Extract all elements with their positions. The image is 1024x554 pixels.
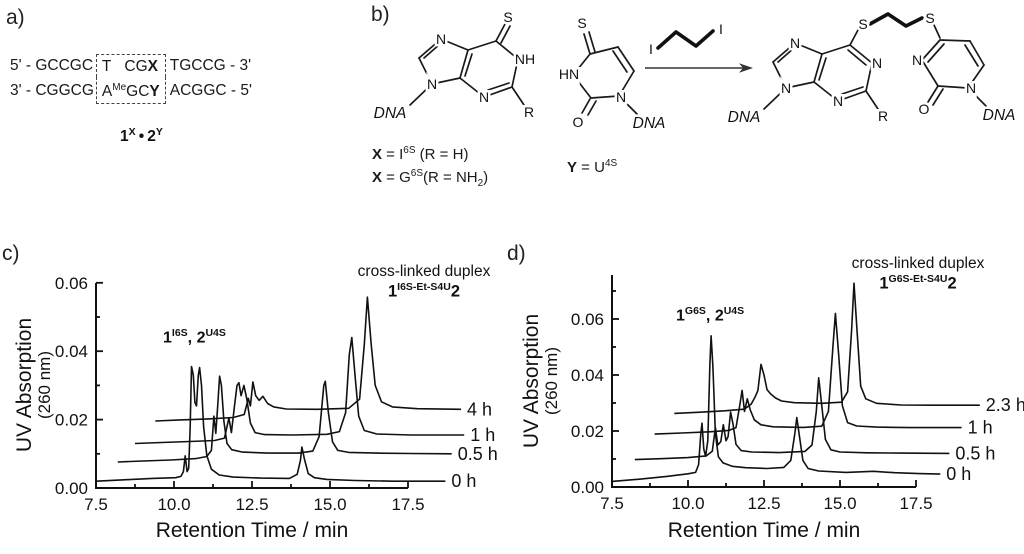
n1-atom: N bbox=[872, 55, 882, 71]
boxed-bottom-segment: AMeGCY bbox=[95, 77, 166, 105]
trace-time-label: 0.5 h bbox=[955, 443, 995, 463]
sequence-top-prefix: 5' - GCCGC bbox=[10, 57, 94, 74]
axes bbox=[611, 275, 916, 488]
duplex-peak-annotation-d: cross-linked duplex 1G6S-Et-S4U2 bbox=[851, 255, 985, 293]
chromatogram-trace bbox=[155, 296, 462, 422]
y-tick-label: 0.06 bbox=[571, 310, 604, 329]
x-tick-label: 15.0 bbox=[823, 494, 856, 513]
n7-atom: N bbox=[436, 31, 446, 47]
thione-s-atom: S bbox=[577, 15, 586, 31]
structure-crosslinked-product: N N N N S R DNA S N O N DNA bbox=[725, 12, 1018, 129]
n1h-atom: NH bbox=[515, 51, 535, 67]
iodo-left: I bbox=[649, 41, 653, 57]
chromatogram-d: 7.5 10.0 12.5 15.0 17.5 0.00 0.02 0.04 0.06 0 h0.… bbox=[571, 275, 1024, 513]
n9-atom: N bbox=[427, 76, 437, 92]
monomer-peak-annotation-d: 1G6S, 2U4S bbox=[676, 305, 745, 325]
n1-atom: N bbox=[616, 89, 626, 105]
carbonyl-o-atom: O bbox=[573, 114, 584, 130]
x-tick-label: 15.0 bbox=[313, 495, 346, 514]
y-axis-title-d: UV Absorption (260 nm) bbox=[520, 313, 561, 449]
y-tick-label: 0.06 bbox=[55, 274, 88, 293]
x-tick-label: 12.5 bbox=[235, 495, 268, 514]
residue-x: X bbox=[147, 58, 158, 75]
chromatogram-trace bbox=[95, 365, 446, 482]
diiodoethane-skeleton bbox=[656, 29, 715, 50]
pyrimidine-n1-atom: N bbox=[966, 80, 976, 96]
panel-d-label: d) bbox=[507, 242, 526, 265]
x-tick-label: 10.0 bbox=[671, 494, 704, 513]
x-definition-2: X = G6S(R = NH2) bbox=[372, 168, 489, 189]
chromatogram-trace bbox=[654, 312, 962, 435]
duplex-name-label: 1X • 2Y bbox=[120, 126, 163, 146]
dna-label: DNA bbox=[374, 105, 407, 122]
trace-time-label: 2.3 h bbox=[986, 395, 1024, 415]
trace-time-label: 1 h bbox=[968, 418, 993, 438]
n9-atom: N bbox=[781, 80, 791, 96]
product-bonds bbox=[763, 12, 987, 110]
thiouracil-bonds bbox=[573, 31, 638, 116]
x-axis-title-d: Retention Time / min bbox=[667, 519, 861, 542]
sequence-top-suffix: TGCCG - 3' bbox=[169, 57, 252, 74]
pyrimidine-n3-atom: N bbox=[912, 52, 922, 68]
thione-s-atom: S bbox=[503, 10, 512, 25]
x-definition-1: X = I6S (R = H) bbox=[372, 145, 469, 163]
x-tick-label: 7.5 bbox=[84, 495, 108, 514]
dna-label: DNA bbox=[633, 115, 666, 132]
panel-a-label: a) bbox=[6, 6, 25, 29]
trace-time-label: 1 h bbox=[470, 425, 495, 445]
y-axis-title-c: UV Absorption (260 nm) bbox=[13, 317, 54, 453]
sequence-bottom-suffix: ACGGC - 5' bbox=[169, 82, 252, 100]
n3h-atom: HN bbox=[559, 66, 579, 82]
y-tick-label: 0.04 bbox=[571, 366, 604, 385]
x-axis-title-c: Retention Time / min bbox=[155, 519, 349, 542]
n7-atom: N bbox=[790, 35, 800, 51]
x-tick-label: 7.5 bbox=[600, 494, 624, 513]
chromatogram-trace bbox=[611, 335, 941, 483]
y-tick-label: 0.02 bbox=[55, 411, 88, 430]
y-tick-label: 0.02 bbox=[571, 422, 604, 441]
trace-time-label: 4 h bbox=[467, 399, 492, 419]
carbonyl-o-atom: O bbox=[919, 101, 930, 117]
x-tick-label: 12.5 bbox=[747, 494, 780, 513]
structure-4-thiouracil: S HN O N DNA bbox=[556, 14, 667, 135]
trace-time-label: 0 h bbox=[946, 464, 971, 484]
thioether-s2-atom: S bbox=[925, 12, 934, 26]
methyl-superscript: Me bbox=[112, 82, 127, 93]
chromatogram-trace bbox=[117, 375, 452, 463]
x-tick-label: 10.0 bbox=[157, 495, 190, 514]
chromatogram-trace bbox=[134, 336, 465, 445]
dna-label: DNA bbox=[728, 109, 761, 126]
chromatogram-trace bbox=[634, 377, 950, 461]
trace-time-label: 0.5 h bbox=[458, 444, 498, 464]
panel-c-label: c) bbox=[2, 242, 20, 265]
reagent-and-arrow: I I bbox=[645, 19, 753, 73]
dna-label: DNA bbox=[983, 107, 1016, 124]
y-tick-label: 0.00 bbox=[55, 479, 88, 498]
x-tick-label: 17.5 bbox=[391, 495, 424, 514]
reaction-arrow-head bbox=[739, 63, 753, 73]
chromatogram-trace bbox=[674, 282, 980, 415]
panel-b-label: b) bbox=[371, 3, 390, 26]
boxed-top-segment: T CGX bbox=[95, 54, 166, 77]
y-tick-label: 0.00 bbox=[571, 478, 604, 497]
structure-6-thiopurine: N N NH N S R DNA bbox=[371, 10, 537, 125]
trace-time-label: 0 h bbox=[451, 471, 476, 491]
y-definition: Y = U4S bbox=[567, 158, 618, 176]
r-group: R bbox=[878, 108, 888, 124]
y-tick-label: 0.04 bbox=[55, 342, 88, 361]
n3-atom: N bbox=[479, 89, 489, 105]
iodo-right: I bbox=[719, 21, 723, 37]
duplex-peak-annotation-c: cross-linked duplex 1I6S-Et-S4U2 bbox=[357, 263, 491, 301]
chromatogram-c: 7.5 10.0 12.5 15.0 17.5 0.00 0.02 0.04 0.06 0 h 0.… bbox=[55, 274, 498, 514]
x-tick-label: 17.5 bbox=[899, 494, 932, 513]
monomer-peak-annotation-c: 1I6S, 2U4S bbox=[163, 327, 226, 347]
thiopurine-bonds bbox=[409, 23, 525, 106]
n3-atom: N bbox=[833, 93, 843, 109]
sequence-bottom-prefix: 3' - CGGCG bbox=[10, 82, 94, 100]
dna-duplex-sequence: 5' - GCCGC T CGX TGCCG - 3' 3' - CGGCG AM… bbox=[10, 54, 252, 105]
thioether-s1-atom: S bbox=[858, 16, 867, 32]
residue-y: Y bbox=[149, 83, 160, 101]
r-group: R bbox=[524, 104, 534, 120]
